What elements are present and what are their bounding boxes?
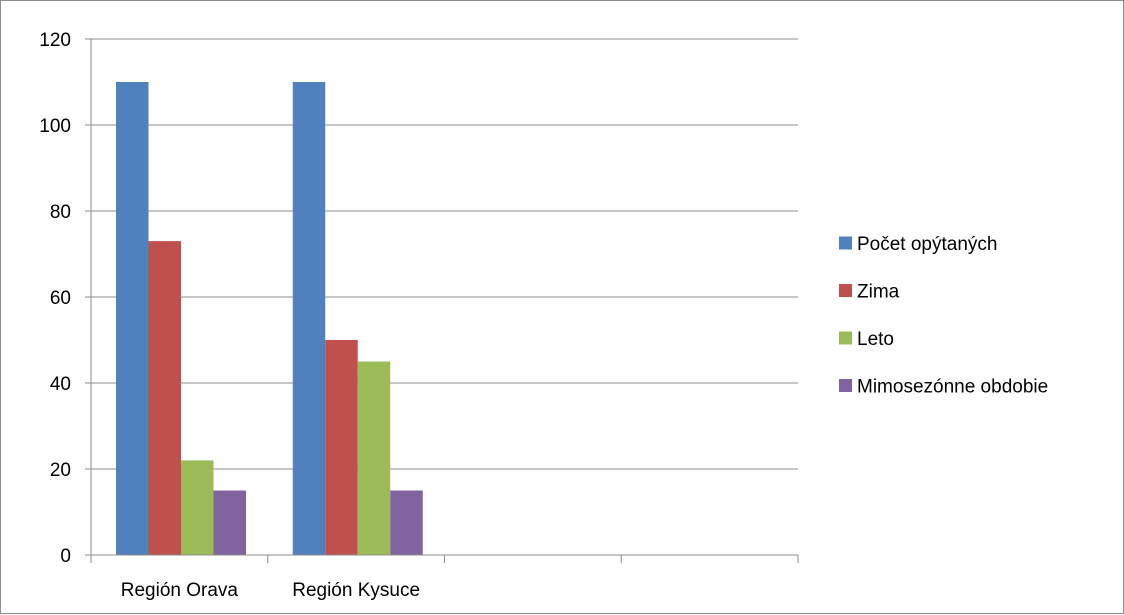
bar-mimosez-nne-obdobie-1 xyxy=(390,490,423,555)
bar-po-et-op-tan-ch-1 xyxy=(292,82,326,555)
y-tick-label: 0 xyxy=(60,546,71,567)
legend-label: Mimosezónne obdobie xyxy=(857,377,1048,398)
bar-zima-1 xyxy=(325,340,358,555)
legend-swatch xyxy=(839,236,852,250)
axes: 0 20 40 60 80 100 120 Región Orava Región Kysuce xyxy=(39,30,799,601)
legend-label: Zima xyxy=(857,282,900,303)
legend-swatch xyxy=(839,331,852,345)
y-tick-label: 100 xyxy=(39,116,71,137)
y-tick-label: 60 xyxy=(50,288,71,309)
y-tick-label: 120 xyxy=(39,30,71,51)
legend-label: Počet opýtaných xyxy=(857,234,997,255)
bars xyxy=(116,82,423,555)
x-tick-label: Región Kysuce xyxy=(292,580,420,601)
bar-mimosez-nne-obdobie-0 xyxy=(213,490,246,555)
bar-leto-0 xyxy=(181,460,214,555)
x-tick-label: Región Orava xyxy=(121,580,239,601)
legend: Počet opýtaných Zima Leto Mimosezónne obdob… xyxy=(839,234,1048,398)
bar-zima-0 xyxy=(148,241,181,555)
y-tick-label: 20 xyxy=(50,460,71,481)
y-tick-label: 40 xyxy=(50,374,71,395)
bar-leto-1 xyxy=(357,361,391,555)
y-tick-label: 80 xyxy=(50,202,71,223)
bar-po-et-op-tan-ch-0 xyxy=(116,82,149,555)
legend-label: Leto xyxy=(857,329,894,350)
gridlines xyxy=(91,38,798,470)
legend-swatch xyxy=(839,284,852,297)
legend-swatch xyxy=(839,379,852,392)
